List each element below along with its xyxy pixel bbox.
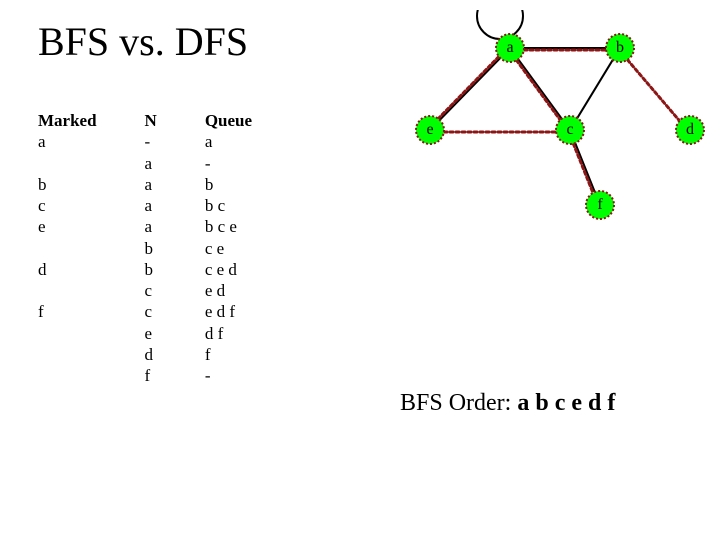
table-row: d [145,344,157,365]
col-marked-header: Marked [38,110,97,131]
bfs-order-seq: a b c e d f [517,390,615,416]
table-row: c e [205,238,252,259]
table-row: a [145,174,157,195]
table-row: e [38,216,97,237]
table-row: d f [205,323,252,344]
table-row: - [145,131,157,152]
table-row: f [38,301,97,322]
table-row: e d f [205,301,252,322]
table-row: b [145,238,157,259]
table-row: e [145,323,157,344]
col-marked: Marked a bce d f [38,110,97,386]
table-row: a [38,131,97,152]
col-queue-header: Queue [205,110,252,131]
table-row: b [205,174,252,195]
table-row: - [205,153,252,174]
table-row: a [145,195,157,216]
table-row: a [205,131,252,152]
bfs-order-lead: BFS Order: [400,390,517,416]
table-row: f [205,344,252,365]
table-row: b [38,174,97,195]
col-queue: Queue a-bb cb c ec ec e de de d fd ff- [205,110,252,386]
table-row: c [145,280,157,301]
table-row: e d [205,280,252,301]
table-row: a [145,216,157,237]
table-row: a [145,153,157,174]
table-row: b c e [205,216,252,237]
table-row: c [145,301,157,322]
table-row: b [145,259,157,280]
table-row: d [38,259,97,280]
bfs-table: Marked a bce d f N -aaaabbccedf Queue a-… [38,110,252,386]
table-row [38,238,97,259]
table-row: c e d [205,259,252,280]
table-row: f [145,365,157,386]
page-title: BFS vs. DFS [38,18,248,65]
col-n-header: N [145,110,157,131]
bfs-order: BFS Order: a b c e d f [400,390,615,417]
table-row [38,153,97,174]
graph-diagram: abecdf [400,10,710,250]
table-row: - [205,365,252,386]
table-row: c [38,195,97,216]
table-row: b c [205,195,252,216]
col-n: N -aaaabbccedf [145,110,157,386]
table-row [38,280,97,301]
graph-svg [400,10,710,250]
